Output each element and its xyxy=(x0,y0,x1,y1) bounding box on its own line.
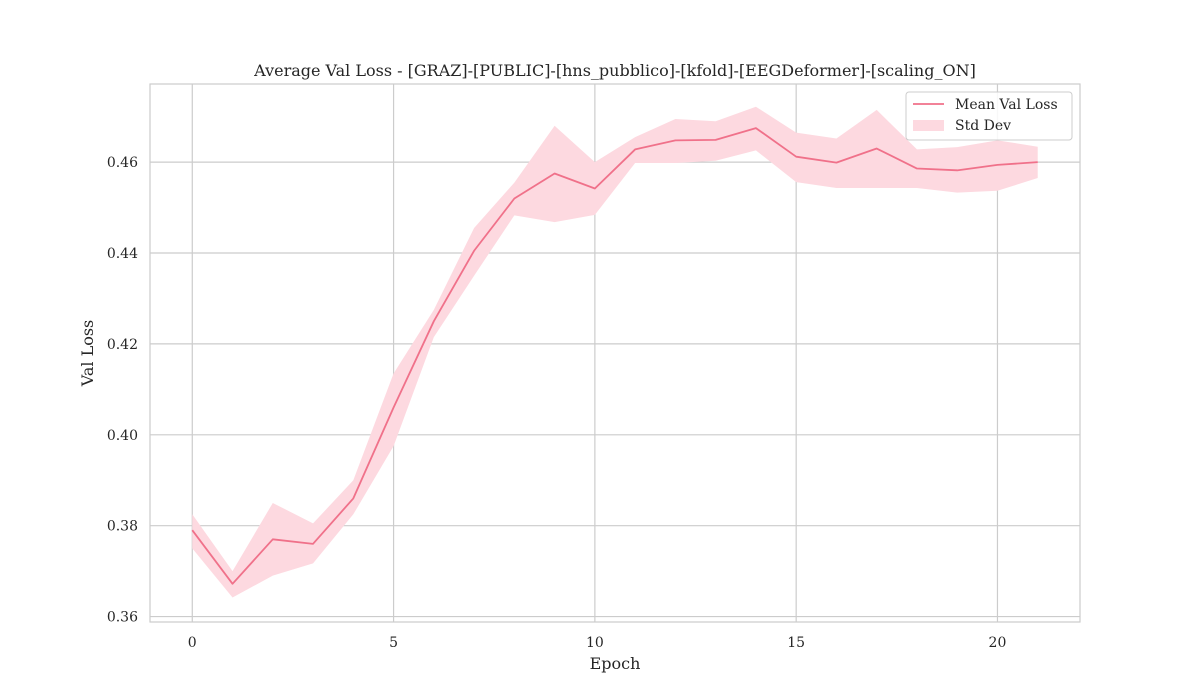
y-tick-label: 0.38 xyxy=(107,519,138,535)
y-tick-label: 0.42 xyxy=(107,337,138,353)
y-tick-label: 0.40 xyxy=(107,428,138,444)
y-tick-label: 0.46 xyxy=(107,155,138,171)
legend-label-mean: Mean Val Loss xyxy=(955,97,1058,113)
legend-box xyxy=(905,91,1073,141)
y-tick-label: 0.36 xyxy=(107,610,138,626)
x-tick-label: 15 xyxy=(787,635,805,651)
x-tick-label: 20 xyxy=(989,635,1007,651)
std-dev-band xyxy=(192,106,1038,598)
x-tick-labels: 0 5 10 15 20 xyxy=(188,635,1007,651)
legend-label-std-dev: Std Dev xyxy=(955,118,1011,134)
x-tick-label: 10 xyxy=(586,635,604,651)
x-axis-label: Epoch xyxy=(590,654,641,673)
y-tick-labels: 0.36 0.38 0.40 0.42 0.44 0.46 xyxy=(107,155,138,625)
legend: Mean Val Loss Std Dev xyxy=(905,91,1073,141)
legend-swatch-std-dev xyxy=(913,120,944,131)
mean-val-loss-line xyxy=(191,127,1038,585)
x-tick-label: 0 xyxy=(188,635,197,651)
mean-line-layer xyxy=(191,127,1038,585)
chart-title: Average Val Loss - [GRAZ]-[PUBLIC]-[hns_… xyxy=(253,61,976,80)
y-tick-label: 0.44 xyxy=(107,246,138,262)
plot-frame xyxy=(149,83,1081,623)
std-dev-band-layer xyxy=(192,106,1038,598)
x-tick-label: 5 xyxy=(389,635,398,651)
y-axis-label: Val Loss xyxy=(78,320,97,388)
